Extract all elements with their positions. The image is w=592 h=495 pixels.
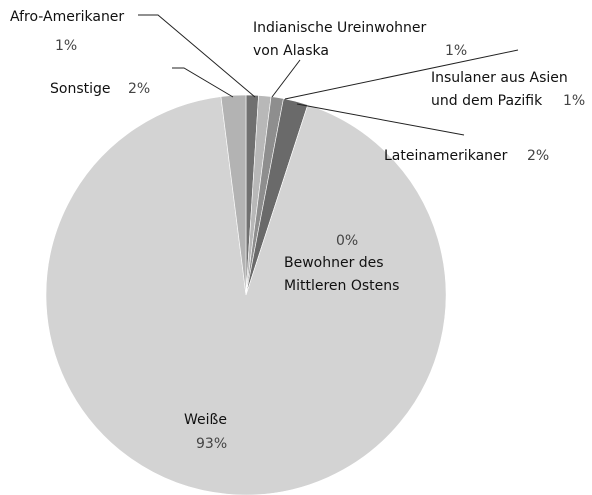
slice-label: Lateinamerikaner xyxy=(384,148,508,164)
value-label: 93% xyxy=(196,436,228,452)
value-label: 0% xyxy=(336,233,359,249)
leader-line xyxy=(296,103,465,136)
slice-label: Insulaner aus Asien und dem Pazifik xyxy=(431,70,568,109)
value-label: 1% xyxy=(445,43,468,59)
slice-label: Weiße xyxy=(184,412,227,428)
pie-slice xyxy=(220,94,247,296)
value-label: 2% xyxy=(128,81,151,97)
slice-label: Indianische Ureinwohner von Alaska xyxy=(253,20,427,59)
leader-line xyxy=(172,67,234,98)
value-label: 2% xyxy=(527,148,550,164)
pie-slice xyxy=(45,96,447,495)
leader-line xyxy=(284,49,519,100)
slice-label: Sonstige xyxy=(50,81,111,97)
value-label: 1% xyxy=(55,38,78,54)
value-label: 1% xyxy=(563,93,586,109)
leader-line xyxy=(138,14,256,98)
slice-label: Afro-Amerikaner xyxy=(10,9,125,25)
leader-line xyxy=(271,59,301,98)
slice-label: Bewohner des Mittleren Ostens xyxy=(284,255,400,294)
